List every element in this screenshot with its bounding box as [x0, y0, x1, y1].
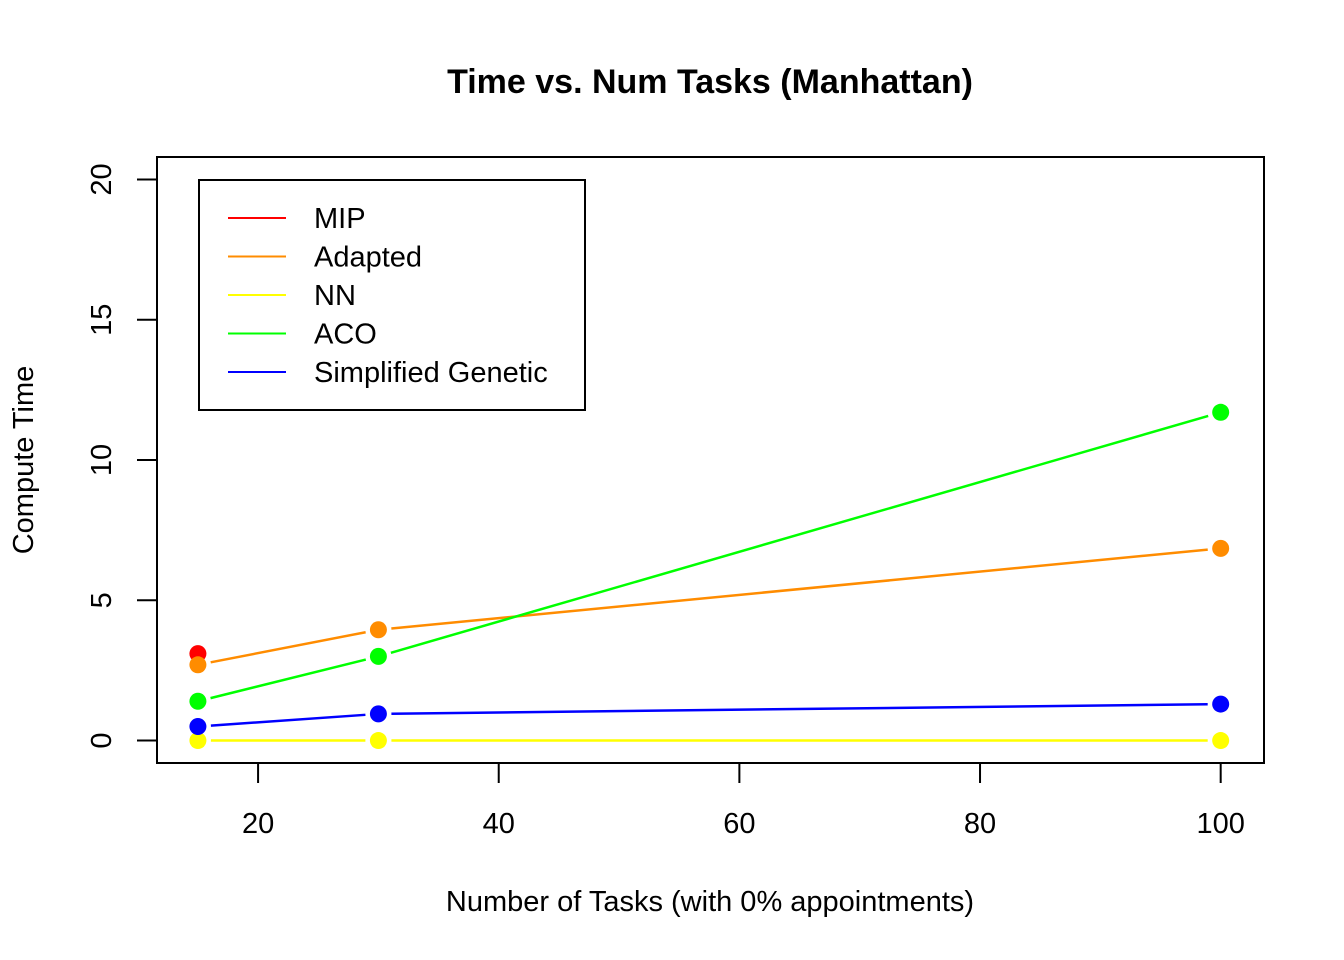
x-tick-label: 60: [723, 808, 755, 840]
series-line-segment: [210, 713, 366, 727]
y-tick-label: 10: [86, 444, 118, 476]
legend-label: Simplified Genetic: [314, 357, 548, 389]
y-axis: 0 5 10 15 20: [86, 163, 157, 749]
data-point: [189, 732, 207, 750]
x-tick-label: 80: [964, 808, 996, 840]
data-point: [369, 705, 387, 723]
series-line-segment: [391, 702, 1208, 716]
data-point: [189, 718, 207, 736]
series-nn: [189, 732, 1230, 750]
y-tick-label: 5: [86, 592, 118, 608]
data-point: [369, 732, 387, 750]
data-point: [189, 692, 207, 710]
series-simplified-genetic: [189, 695, 1230, 736]
data-point: [1212, 539, 1230, 557]
legend-label: Adapted: [314, 242, 422, 274]
legend-label: NN: [314, 280, 356, 312]
data-point: [189, 656, 207, 674]
series-line-segment: [210, 658, 367, 700]
series-layer: [189, 403, 1230, 750]
series-line-segment: [390, 414, 1209, 654]
x-tick-label: 100: [1196, 808, 1244, 840]
legend-label: ACO: [314, 319, 377, 351]
x-axis: 20 40 60 80 100: [242, 763, 1245, 840]
x-tick-label: 20: [242, 808, 274, 840]
x-tick-label: 40: [483, 808, 515, 840]
y-axis-label: Compute Time: [8, 366, 40, 555]
legend-label: MIP: [314, 203, 366, 235]
legend: MIP Adapted NN ACO Simplified Genetic: [198, 179, 586, 411]
data-point: [1212, 403, 1230, 421]
chart-title: Time vs. Num Tasks (Manhattan): [447, 63, 973, 101]
series-line-segment: [391, 548, 1208, 630]
series-aco: [189, 403, 1230, 710]
y-tick-label: 0: [86, 732, 118, 748]
series-adapted: [189, 539, 1230, 674]
data-point: [369, 647, 387, 665]
x-axis-label: Number of Tasks (with 0% appointments): [446, 886, 974, 918]
data-point: [369, 621, 387, 639]
data-point: [1212, 732, 1230, 750]
data-point: [1212, 695, 1230, 713]
series-line-segment: [210, 630, 366, 664]
y-tick-label: 15: [86, 304, 118, 336]
y-tick-label: 20: [86, 163, 118, 195]
